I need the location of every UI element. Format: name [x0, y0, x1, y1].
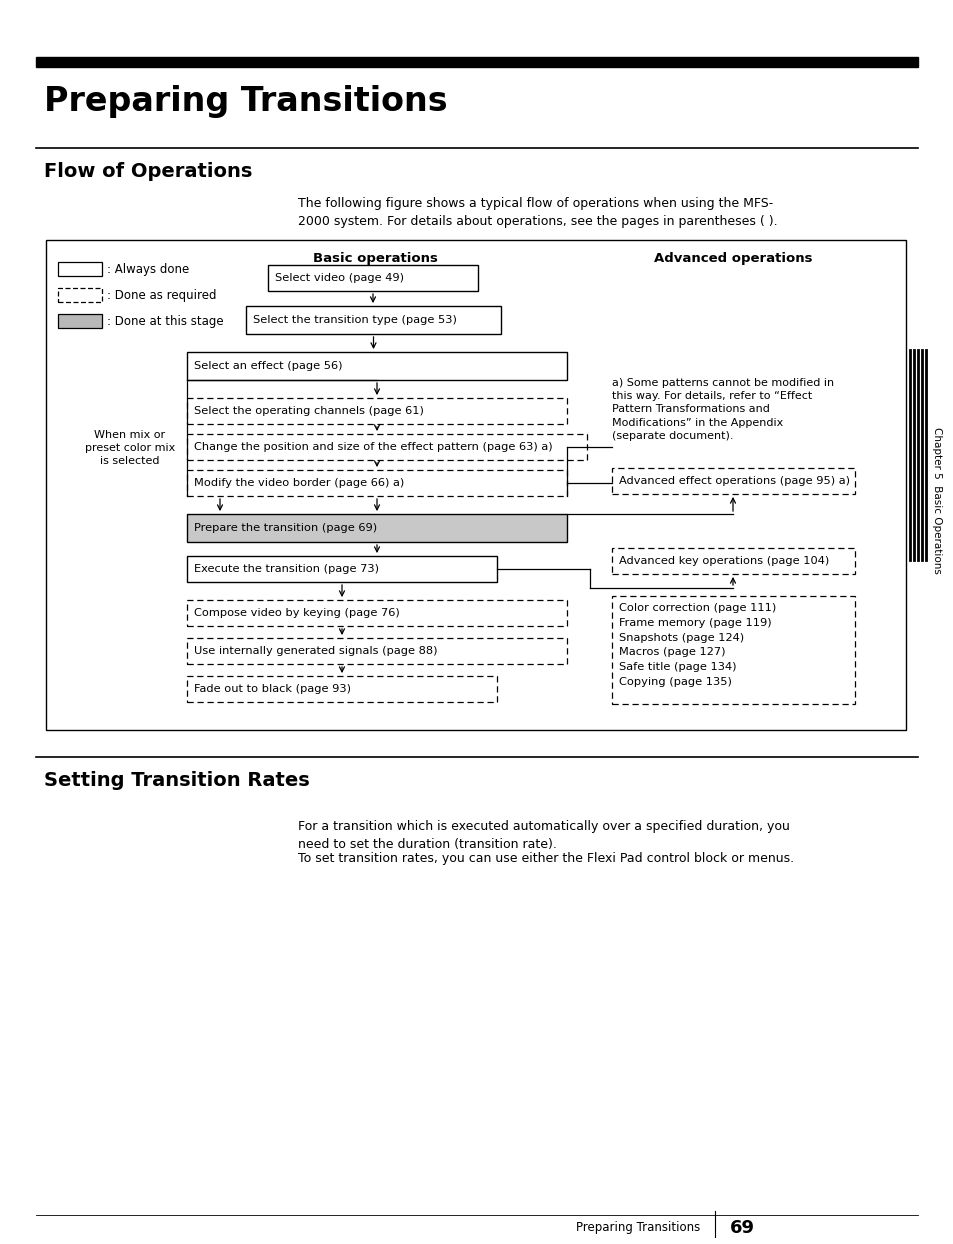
Text: Select the operating channels (page 61): Select the operating channels (page 61): [193, 406, 423, 415]
Text: Select video (page 49): Select video (page 49): [274, 272, 403, 282]
Text: a) Some patterns cannot be modified in
this way. For details, refer to “Effect
P: a) Some patterns cannot be modified in t…: [612, 378, 833, 440]
Bar: [612, 549, 854, 573]
Text: : Done at this stage: : Done at this stage: [107, 315, 223, 327]
Text: Modify the video border (page 66) a): Modify the video border (page 66) a): [193, 478, 404, 488]
Text: Setting Transition Rates: Setting Transition Rates: [44, 771, 310, 790]
Bar: [187, 514, 566, 542]
Bar: [187, 434, 586, 460]
Bar: [58, 289, 102, 302]
Text: Change the position and size of the effect pattern (page 63) a): Change the position and size of the effe…: [193, 442, 552, 452]
Text: Compose video by keying (page 76): Compose video by keying (page 76): [193, 608, 399, 618]
Text: The following figure shows a typical flow of operations when using the MFS-
2000: The following figure shows a typical flo…: [297, 197, 777, 228]
Text: Preparing Transitions: Preparing Transitions: [44, 85, 447, 118]
Text: Flow of Operations: Flow of Operations: [44, 162, 253, 180]
Bar: [36, 57, 917, 67]
Text: 69: 69: [729, 1219, 754, 1237]
Bar: [187, 470, 566, 496]
Bar: [612, 468, 854, 494]
Bar: [187, 352, 566, 379]
Bar: [187, 675, 497, 702]
Bar: [268, 265, 477, 291]
Text: : Done as required: : Done as required: [107, 289, 216, 301]
Text: Prepare the transition (page 69): Prepare the transition (page 69): [193, 522, 376, 532]
Text: When mix or
preset color mix
is selected: When mix or preset color mix is selected: [85, 429, 175, 466]
Bar: [187, 638, 566, 664]
Text: Advanced operations: Advanced operations: [653, 253, 811, 265]
Bar: [187, 556, 497, 582]
Bar: [58, 313, 102, 328]
Bar: [46, 240, 905, 730]
Bar: [246, 306, 500, 333]
Text: Advanced effect operations (page 95) a): Advanced effect operations (page 95) a): [618, 476, 849, 486]
Text: Advanced key operations (page 104): Advanced key operations (page 104): [618, 556, 828, 566]
Text: Select an effect (page 56): Select an effect (page 56): [193, 361, 342, 371]
Text: Chapter 5  Basic Operations: Chapter 5 Basic Operations: [931, 427, 941, 573]
Bar: [58, 262, 102, 276]
Text: Fade out to black (page 93): Fade out to black (page 93): [193, 684, 351, 694]
Text: To set transition rates, you can use either the Flexi Pad control block or menus: To set transition rates, you can use eit…: [297, 852, 793, 865]
Text: Color correction (page 111)
Frame memory (page 119)
Snapshots (page 124)
Macros : Color correction (page 111) Frame memory…: [618, 603, 776, 687]
Text: : Always done: : Always done: [107, 262, 189, 275]
Text: Basic operations: Basic operations: [313, 253, 437, 265]
Bar: [187, 398, 566, 424]
Text: Use internally generated signals (page 88): Use internally generated signals (page 8…: [193, 646, 437, 656]
Bar: [187, 600, 566, 626]
Text: Select the transition type (page 53): Select the transition type (page 53): [253, 315, 456, 325]
Text: Preparing Transitions: Preparing Transitions: [576, 1222, 700, 1234]
Bar: [612, 596, 854, 704]
Text: For a transition which is executed automatically over a specified duration, you
: For a transition which is executed autom…: [297, 820, 789, 851]
Text: Execute the transition (page 73): Execute the transition (page 73): [193, 564, 378, 573]
